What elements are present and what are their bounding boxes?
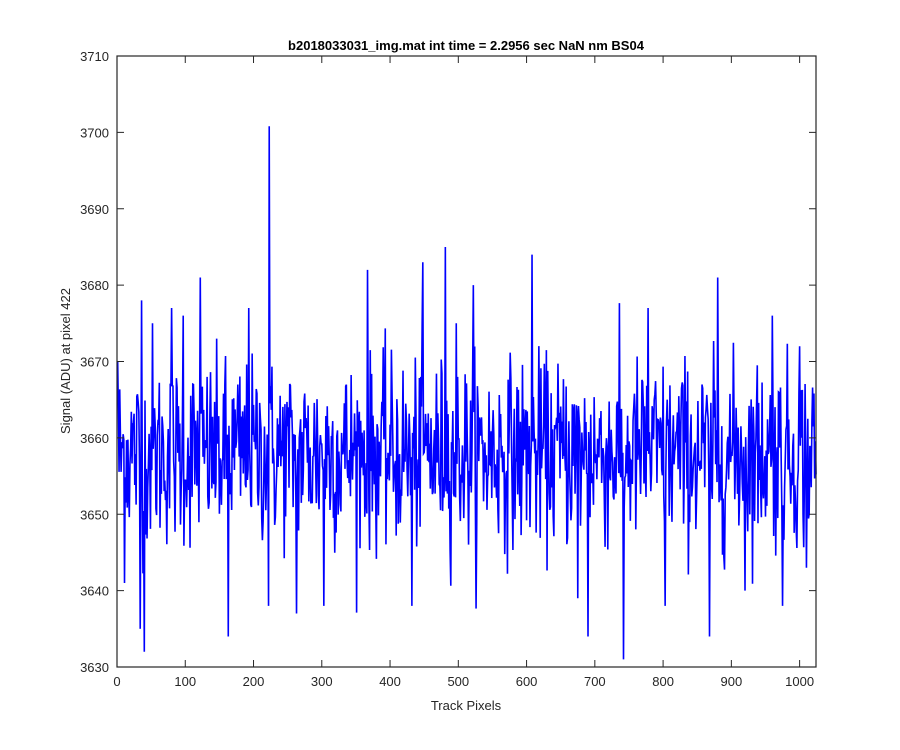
x-tick-label: 900 xyxy=(721,674,743,689)
x-tick-label: 1000 xyxy=(785,674,814,689)
y-tick-label: 3670 xyxy=(80,355,109,370)
x-tick-label: 600 xyxy=(516,674,538,689)
y-tick-label: 3690 xyxy=(80,202,109,217)
x-tick-label: 400 xyxy=(379,674,401,689)
y-axis-label: Signal (ADU) at pixel 422 xyxy=(58,288,73,434)
x-tick-label: 200 xyxy=(243,674,265,689)
x-tick-label: 700 xyxy=(584,674,606,689)
y-tick-label: 3650 xyxy=(80,507,109,522)
y-tick-label: 3660 xyxy=(80,431,109,446)
axes-layer: 0 100 200 300 400 500 600 700 800 900 1000 3630 3640… xyxy=(80,49,817,689)
plot-area xyxy=(117,56,816,667)
series-layer xyxy=(116,126,817,660)
x-tick-label: 300 xyxy=(311,674,333,689)
series-line xyxy=(116,126,817,660)
x-tick-label: 0 xyxy=(113,674,120,689)
chart-title: b2018033031_img.mat int time = 2.2956 se… xyxy=(288,38,645,53)
y-tick-label: 3640 xyxy=(80,584,109,599)
y-tick-label: 3710 xyxy=(80,49,109,64)
y-tick-label: 3630 xyxy=(80,660,109,675)
y-tick-label: 3700 xyxy=(80,125,109,140)
y-tick-label: 3680 xyxy=(80,278,109,293)
x-tick-label: 100 xyxy=(174,674,196,689)
x-axis-label: Track Pixels xyxy=(431,698,502,713)
x-tick-label: 800 xyxy=(652,674,674,689)
x-tick-label: 500 xyxy=(447,674,469,689)
